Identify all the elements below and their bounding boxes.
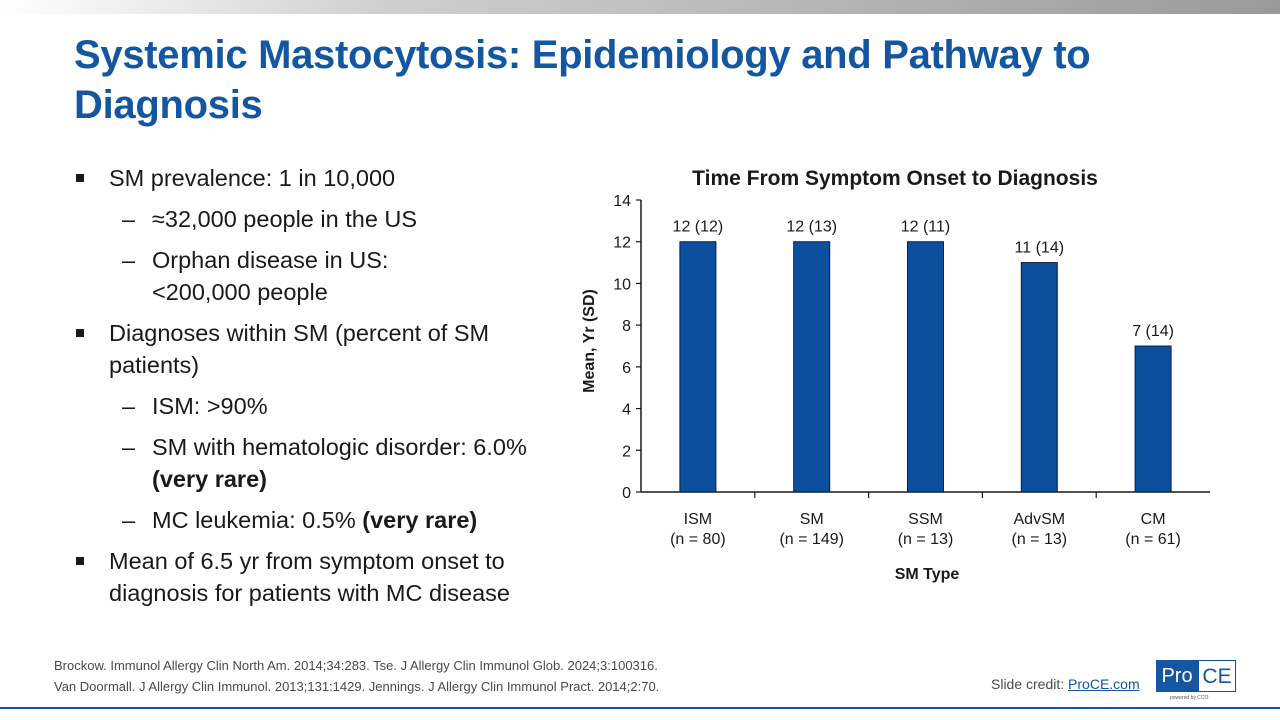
sub-bullet-item: – MC leukemia: 0.5% (very rare) [76,504,536,536]
x-tick-label: CM [1141,511,1166,528]
data-label: 12 (13) [786,219,837,236]
dash-bullet: – [122,393,136,419]
data-label: 12 (11) [901,219,951,236]
bar [1134,345,1172,493]
x-tick-sublabel: (n = 13) [898,531,954,548]
y-tick-label: 10 [613,276,631,293]
sub-bullet-item: – ISM: >90% [76,390,536,422]
slide-title: Systemic Mastocytosis: Epidemiology and … [74,33,1091,127]
citation-line: Brockow. Immunol Allergy Clin North Am. … [54,658,658,673]
bullet-list: SM prevalence: 1 in 10,000 – ≈32,000 peo… [76,162,536,618]
y-tick-label: 0 [622,485,631,502]
proce-logo: Pro CE powered by CCO [1156,660,1236,704]
bottom-divider [0,707,1280,709]
bullet-text: Mean of 6.5 yr from symptom onset to dia… [109,548,511,606]
sub-bullet-item: – ≈32,000 people in the US [76,203,536,235]
x-axis-label: SM Type [895,566,960,583]
sub-bullet-item: – Orphan disease in US: <200,000 people [76,244,536,308]
chart-title: Time From Symptom Onset to Diagnosis [692,167,1098,190]
bullet-item: Diagnoses within SM (percent of SM patie… [76,317,536,381]
dash-bullet: – [122,507,136,533]
bar [1020,262,1058,493]
sub-bullet-item: – SM with hematologic disorder: 6.0% (ve… [76,431,536,495]
sub-bullet-text: SM with hematologic disorder: 6.0% [152,434,527,460]
y-tick-label: 12 [613,235,631,252]
bullet-item: SM prevalence: 1 in 10,000 [76,162,536,194]
logo-pro-text: Pro [1156,660,1198,692]
x-tick-label: ISM [684,511,712,528]
slide-credit: Slide credit: ProCE.com [991,676,1140,692]
x-tick-label: SM [800,511,824,528]
credit-link[interactable]: ProCE.com [1068,676,1140,692]
citation-line: Van Doormall. J Allergy Clin Immunol. 20… [54,679,660,694]
citations: Brockow. Immunol Allergy Clin North Am. … [54,655,954,697]
square-bullet-icon [76,329,84,337]
bullet-item: Mean of 6.5 yr from symptom onset to dia… [76,545,536,609]
sub-bullet-text: MC leukemia: 0.5% [152,507,356,533]
square-bullet-icon [76,557,84,565]
sub-bullet-text: ≈32,000 people in the US [152,206,418,232]
data-label: 11 (14) [1015,240,1065,257]
y-tick-label: 14 [613,193,631,210]
x-tick-label: SSM [908,511,943,528]
emphasis-text: (very rare) [152,466,267,492]
bar [679,241,717,493]
logo-ce-text: CE [1198,660,1236,692]
dash-bullet: – [122,434,136,460]
bar-chart: Time From Symptom Onset to Diagnosis Mea… [581,167,1210,583]
x-tick-sublabel: (n = 149) [779,531,843,548]
square-bullet-icon [76,174,84,182]
y-tick-label: 2 [622,443,631,460]
x-tick-sublabel: (n = 80) [670,531,726,548]
x-tick-sublabel: (n = 61) [1125,531,1181,548]
credit-label: Slide credit: [991,676,1065,692]
x-tick-label: AdvSM [1014,511,1066,528]
bar [907,241,944,493]
top-gradient-bar [0,0,1280,14]
y-axis-label: Mean, Yr (SD) [581,289,598,393]
bar [793,241,831,493]
y-tick-label: 6 [622,360,631,377]
y-tick-label: 4 [622,402,631,419]
sub-bullet-text: ISM: >90% [152,393,268,419]
x-tick-sublabel: (n = 13) [1012,531,1068,548]
bullet-text: SM prevalence: 1 in 10,000 [109,165,396,191]
sub-bullet-text: Orphan disease in US: <200,000 people [152,247,389,305]
bullet-text: Diagnoses within SM (percent of SM patie… [109,320,490,378]
logo-subtext: powered by CCO [1170,695,1209,701]
dash-bullet: – [122,247,136,273]
emphasis-text: (very rare) [362,507,478,533]
y-tick-label: 8 [622,318,631,335]
data-label: 7 (14) [1132,323,1174,340]
data-label: 12 (12) [673,219,724,236]
dash-bullet: – [122,206,136,232]
